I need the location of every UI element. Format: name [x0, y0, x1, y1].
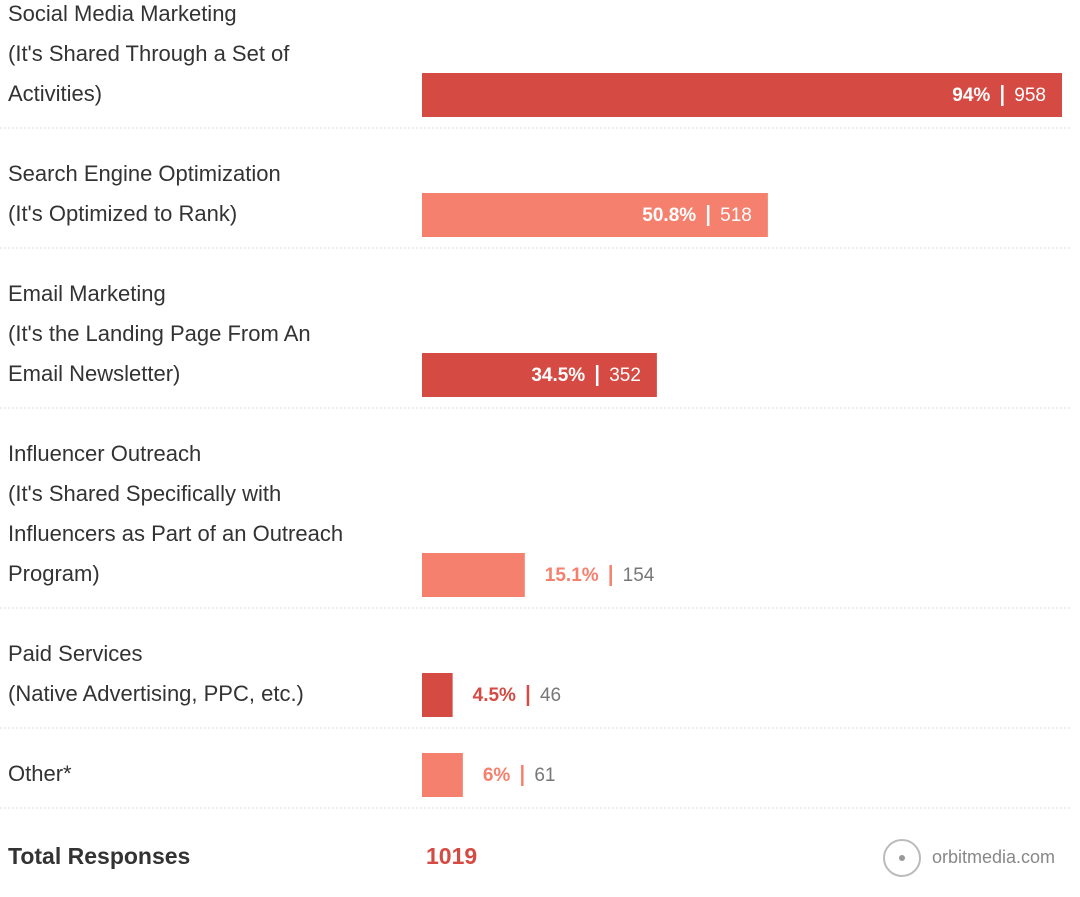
- source: orbitmedia.com: [932, 847, 1055, 867]
- count-label: 352: [609, 365, 641, 386]
- value-label: 6%: [483, 765, 511, 786]
- category-label: Influencer Outreach: [8, 441, 201, 466]
- bar: [422, 553, 525, 597]
- value-label: 4.5%: [473, 685, 516, 706]
- logo-dot: [899, 855, 905, 861]
- category-label: (Native Advertising, PPC, etc.): [8, 681, 304, 706]
- category-label: (It's Optimized to Rank): [8, 201, 237, 226]
- category-label: Paid Services: [8, 641, 143, 666]
- category-label: (It's the Landing Page From An: [8, 321, 311, 346]
- count-label: 154: [623, 565, 655, 586]
- total-label: Total Responses: [8, 843, 190, 869]
- value-label: 34.5%: [531, 365, 585, 386]
- category-label: (It's Shared Through a Set of: [8, 41, 290, 66]
- category-label: Social Media Marketing: [8, 1, 237, 26]
- total-value: 1019: [426, 843, 477, 869]
- category-label: Influencers as Part of an Outreach: [8, 521, 343, 546]
- count-label: 61: [534, 765, 555, 786]
- category-label: (It's Shared Specifically with: [8, 481, 281, 506]
- category-label: Search Engine Optimization: [8, 161, 281, 186]
- category-label: Program): [8, 561, 100, 586]
- category-label: Email Newsletter): [8, 361, 180, 386]
- bar: [422, 673, 453, 717]
- logo-ring: [883, 839, 921, 877]
- bar: [422, 753, 463, 797]
- bar: [422, 353, 657, 397]
- category-label: Other*: [8, 761, 72, 786]
- count-label: 518: [720, 205, 752, 226]
- bar: [422, 73, 1062, 117]
- value-label: 50.8%: [642, 205, 696, 226]
- value-label: 94%: [952, 85, 990, 106]
- count-label: 958: [1014, 85, 1046, 106]
- category-label: Email Marketing: [8, 281, 166, 306]
- bar: [422, 193, 768, 237]
- category-label: Activities): [8, 81, 102, 106]
- count-label: 46: [540, 685, 561, 706]
- value-label: 15.1%: [545, 565, 599, 586]
